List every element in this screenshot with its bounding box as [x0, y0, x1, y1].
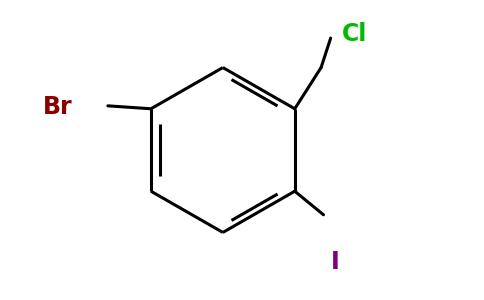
Text: I: I — [331, 250, 339, 274]
Text: Br: Br — [43, 95, 72, 119]
Text: Cl: Cl — [342, 22, 367, 46]
